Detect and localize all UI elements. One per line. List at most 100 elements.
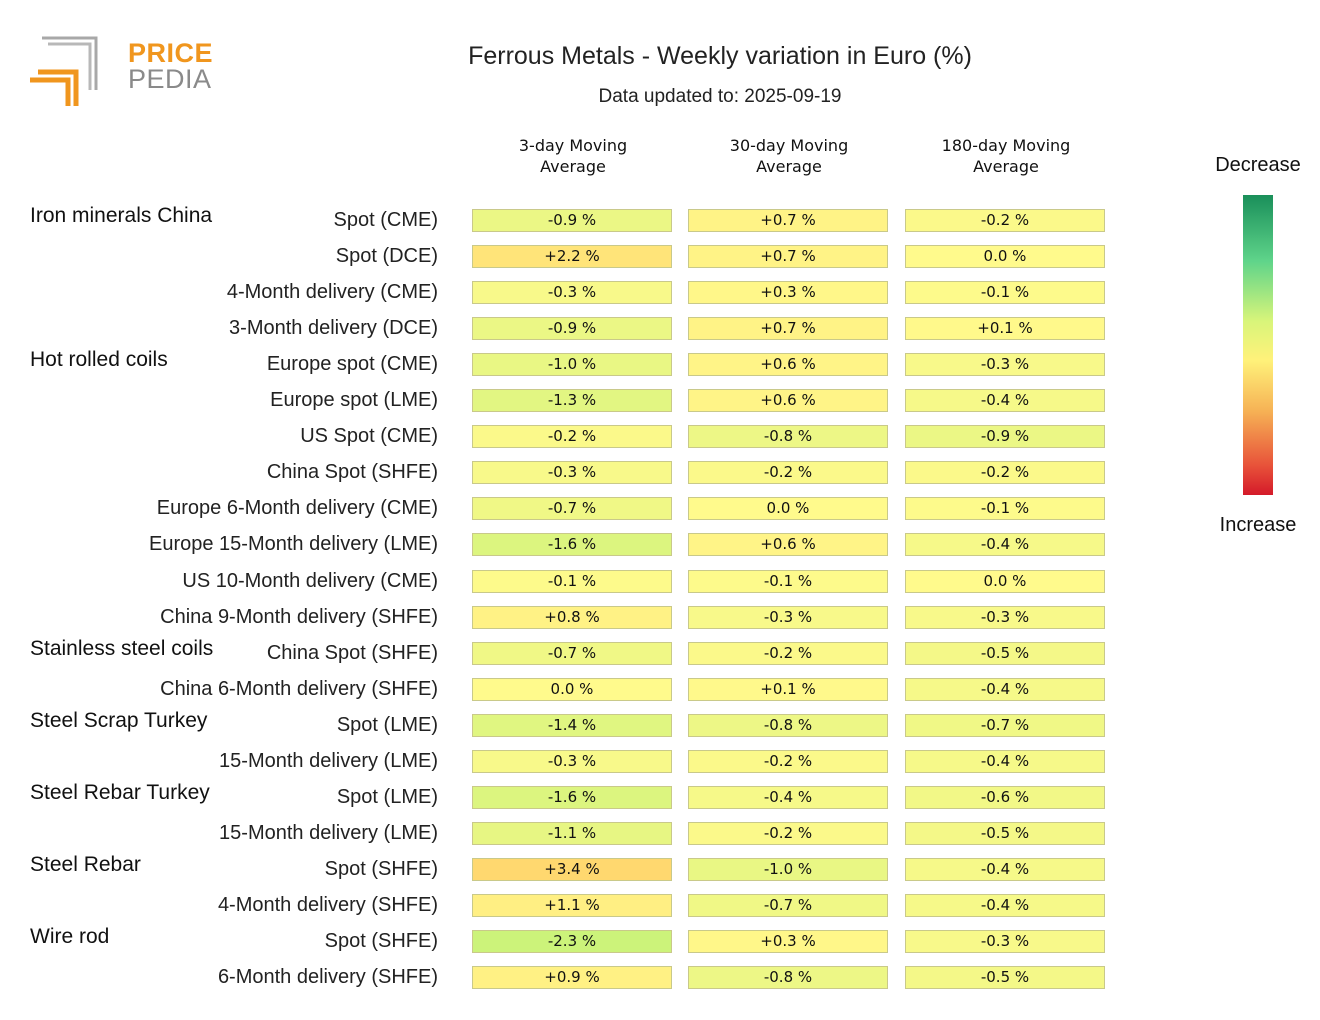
heatmap-cell: -0.3 % xyxy=(905,353,1105,377)
heatmap-cell: -0.4 % xyxy=(905,677,1105,701)
heatmap-cell: -0.1 % xyxy=(472,569,672,593)
group-label: Wire rod xyxy=(30,925,110,948)
row-label: 4-Month delivery (SHFE) xyxy=(217,893,438,916)
heatmap-cell: -0.1 % xyxy=(905,497,1105,521)
chart-subtitle: Data updated to: 2025-09-19 xyxy=(598,86,842,107)
heatmap-cell: +0.1 % xyxy=(905,317,1105,341)
heatmap-cell: -0.7 % xyxy=(688,893,888,917)
heatmap-cell: -0.3 % xyxy=(472,461,672,485)
row-label: Europe 15-Month delivery (LME) xyxy=(148,533,438,556)
heatmap-cell: -1.3 % xyxy=(472,389,672,413)
heatmap-cell: -1.6 % xyxy=(472,785,672,809)
heatmap-cell: +1.1 % xyxy=(472,893,672,917)
pricepedia-logo: PRICE PEDIA xyxy=(28,36,213,110)
heatmap-cell: +0.9 % xyxy=(472,966,672,990)
row-label: 3-Month delivery (DCE) xyxy=(229,317,438,340)
heatmap-cell: -2.3 % xyxy=(472,930,672,953)
row-label: Europe spot (LME) xyxy=(270,389,438,412)
heatmap-cell: -0.5 % xyxy=(905,641,1105,665)
row-label: China 9-Month delivery (SHFE) xyxy=(160,605,438,628)
row-label: 6-Month delivery (SHFE) xyxy=(217,966,438,989)
row-label: China 6-Month delivery (SHFE) xyxy=(160,677,438,700)
row-label: US Spot (CME) xyxy=(300,425,438,448)
heatmap-cell: -0.3 % xyxy=(472,281,672,305)
heatmap-cell: -0.4 % xyxy=(905,389,1105,413)
heatmap-cell: -0.3 % xyxy=(472,749,672,773)
group-label: Iron minerals China xyxy=(30,204,213,227)
heatmap-cell: -0.9 % xyxy=(472,317,672,341)
row-label: Spot (DCE) xyxy=(335,245,438,268)
heatmap-cell: -0.2 % xyxy=(688,641,888,665)
chart-title: Ferrous Metals - Weekly variation in Eur… xyxy=(468,42,972,70)
heatmap-cell: -1.1 % xyxy=(472,821,672,845)
heatmap-cell: -0.2 % xyxy=(472,425,672,449)
row-label: Spot (CME) xyxy=(333,209,438,231)
heatmap-cell: -0.8 % xyxy=(688,425,888,449)
heatmap-cell: -0.4 % xyxy=(905,533,1105,557)
heatmap-cell: -0.4 % xyxy=(905,893,1105,917)
column-header: 30-day Moving Average xyxy=(729,136,849,176)
heatmap-cell: +0.7 % xyxy=(688,209,888,232)
heatmap-cell: +0.6 % xyxy=(688,353,888,377)
heatmap-cell: -1.0 % xyxy=(472,353,672,377)
heatmap-cell: -0.2 % xyxy=(688,749,888,773)
heatmap-cell: -0.9 % xyxy=(905,425,1105,449)
row-label: 15-Month delivery (LME) xyxy=(219,749,438,772)
row-label: 4-Month delivery (CME) xyxy=(226,281,438,304)
heatmap-cell: +0.6 % xyxy=(688,389,888,413)
heatmap-cell: 0.0 % xyxy=(905,569,1105,593)
row-label: 15-Month delivery (LME) xyxy=(219,821,438,844)
row-label: China Spot (SHFE) xyxy=(266,461,438,484)
heatmap-cell: +0.1 % xyxy=(688,677,888,701)
heatmap-cell: -0.3 % xyxy=(688,605,888,629)
group-label: Hot rolled coils xyxy=(30,348,168,372)
heatmap-cell: -0.7 % xyxy=(472,497,672,521)
heatmap-cell: -0.2 % xyxy=(905,209,1105,232)
row-label: Europe spot (CME) xyxy=(266,353,438,376)
heatmap-cell: +0.8 % xyxy=(472,605,672,629)
heatmap-cell: -0.4 % xyxy=(905,749,1105,773)
row-label: Spot (SHFE) xyxy=(324,930,438,952)
legend-decrease-label: Decrease xyxy=(1215,154,1301,176)
color-scale-bar xyxy=(1243,195,1273,495)
logo-mark-icon xyxy=(30,36,98,106)
heatmap-cell: -0.5 % xyxy=(905,966,1105,990)
heatmap-cell: -1.4 % xyxy=(472,713,672,737)
column-header: 180-day Moving Average xyxy=(941,136,1071,176)
row-label: Spot (LME) xyxy=(336,785,438,808)
row-label: Europe 6-Month delivery (CME) xyxy=(156,497,438,520)
heatmap-cell: +3.4 % xyxy=(472,857,672,881)
heatmap-cell: +2.2 % xyxy=(472,245,672,269)
heatmap-cell: +0.6 % xyxy=(688,533,888,557)
heatmap-cell: -0.7 % xyxy=(472,641,672,665)
heatmap-cell: -1.6 % xyxy=(472,533,672,557)
heatmap-cell: +0.7 % xyxy=(688,245,888,269)
heatmap-cell: -1.0 % xyxy=(688,857,888,881)
heatmap-cell: -0.1 % xyxy=(688,569,888,593)
row-label: China Spot (SHFE) xyxy=(266,641,438,664)
heatmap-cell: 0.0 % xyxy=(688,497,888,521)
group-label: Steel Scrap Turkey xyxy=(30,708,208,732)
heatmap-cell: -0.3 % xyxy=(905,605,1105,629)
legend-increase-label: Increase xyxy=(1219,514,1297,536)
heatmap-cell: -0.8 % xyxy=(688,713,888,737)
heatmap-cell: -0.2 % xyxy=(905,461,1105,485)
heatmap-cell: +0.3 % xyxy=(688,281,888,305)
heatmap-cell: -0.9 % xyxy=(472,209,672,232)
row-label: Spot (LME) xyxy=(336,713,438,736)
heatmap-cell: 0.0 % xyxy=(472,677,672,701)
group-label: Steel Rebar xyxy=(30,852,141,876)
group-label: Stainless steel coils xyxy=(30,636,214,660)
column-header: 3-day Moving Average xyxy=(518,136,628,176)
heatmap-cell: -0.3 % xyxy=(905,930,1105,953)
row-label: US 10-Month delivery (CME) xyxy=(182,569,438,592)
heatmap-cell: -0.1 % xyxy=(905,281,1105,305)
heatmap-cell: -0.8 % xyxy=(688,966,888,990)
heatmap-cell: 0.0 % xyxy=(905,245,1105,269)
heatmap-cell: -0.2 % xyxy=(688,821,888,845)
heatmap-cell: +0.7 % xyxy=(688,317,888,341)
row-label: Spot (SHFE) xyxy=(324,857,438,880)
logo-price-text: PRICE xyxy=(128,38,214,68)
heatmap-cell: -0.4 % xyxy=(905,857,1105,881)
heatmap-cell: +0.3 % xyxy=(688,930,888,953)
